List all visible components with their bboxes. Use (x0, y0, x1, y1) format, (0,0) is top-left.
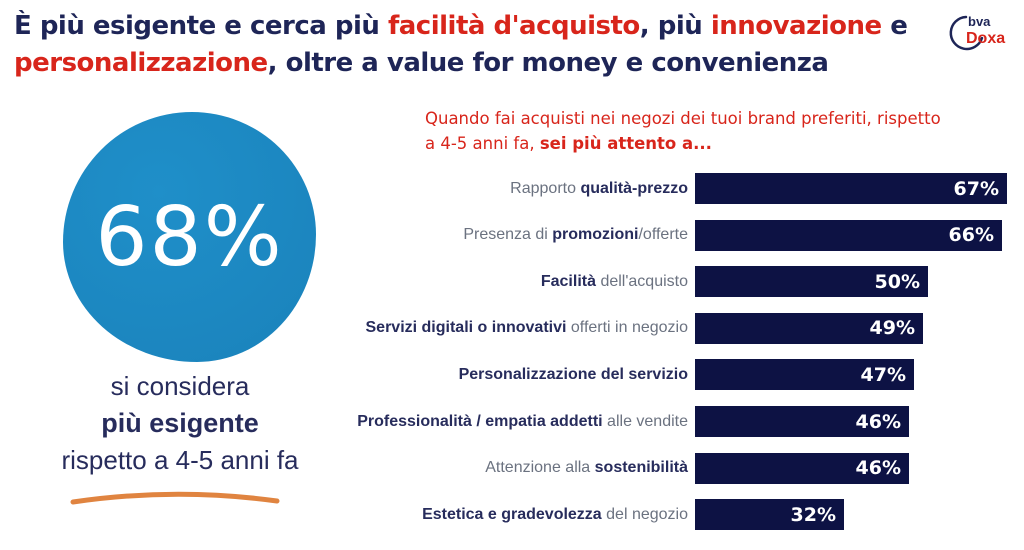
text-segment: Attenzione alla (485, 459, 595, 477)
highlight-percentage: 68% (95, 189, 284, 285)
logo-arc-icon (949, 15, 984, 51)
text-segment: innovazione (710, 11, 882, 41)
bar-category-label: Facilità dell'acquisto (541, 273, 688, 291)
chart-question: Quando fai acquisti nei negozi dei tuoi … (425, 106, 990, 156)
text-segment: Personalizzazione del servizio (458, 365, 688, 383)
bar-value-label: 49% (869, 317, 915, 340)
caption-line: più esigente (101, 408, 259, 438)
caption-line: rispetto a 4-5 anni fa (61, 445, 299, 475)
question-line2-bold: sei più attento a... (539, 134, 712, 153)
title-line: È più esigente e cerca più facilità d'ac… (14, 8, 944, 45)
page-title: È più esigente e cerca più facilità d'ac… (14, 8, 944, 82)
text-segment: Servizi digitali o innovativi (365, 319, 567, 337)
text-segment: sostenibilità (594, 459, 688, 477)
bar: 50% (695, 266, 928, 298)
bar-value-label: 46% (855, 410, 901, 433)
question-line2-regular: a 4-5 anni fa, (425, 134, 540, 153)
bar-value-label: 47% (860, 363, 906, 386)
highlight-caption: si considera più esigente rispetto a 4-5 a… (10, 368, 350, 479)
chart-row: Rapporto qualità-prezzo 67% (330, 173, 1024, 204)
text-segment: , oltre a value for money e convenienza (267, 48, 829, 78)
text-segment: personalizzazione (14, 48, 268, 78)
bar: 49% (695, 312, 923, 344)
text-segment: Professionalità / empatia addetti (357, 412, 603, 430)
text-segment: dell'acquisto (596, 272, 688, 290)
bar-category-label: Estetica e gradevolezza del negozio (422, 506, 688, 524)
bar-chart: Rapporto qualità-prezzo 67% Presenza di pr… (330, 165, 1024, 545)
bar-value-label: 46% (855, 457, 901, 480)
orange-swoosh-underline (70, 491, 280, 505)
text-segment: Rapporto (510, 179, 581, 197)
bar-category-label: Rapporto qualità-prezzo (510, 180, 688, 198)
chart-row: Attenzione alla sostenibilità 46% (330, 452, 1024, 484)
bar: 47% (695, 359, 914, 391)
title-line: personalizzazione, oltre a value for mon… (14, 45, 944, 82)
text-segment: offerti in negozio (566, 319, 688, 337)
bar-category-label: Personalizzazione del servizio (459, 366, 688, 384)
chart-row: Estetica e gradevolezza del negozio 32% (330, 499, 1024, 531)
text-segment: Presenza di (463, 226, 553, 244)
text-segment: promozioni (552, 226, 639, 244)
question-line1: Quando fai acquisti nei negozi dei tuoi … (425, 109, 941, 128)
caption-line: si considera (110, 371, 250, 401)
bar-category-label: Presenza di promozioni/offerte (463, 226, 688, 244)
text-segment: Estetica e gradevolezza (422, 505, 602, 523)
text-segment: e (881, 11, 908, 41)
bar: 32% (695, 499, 844, 531)
bar-category-label: Professionalità / empatia addetti alle v… (357, 413, 688, 431)
chart-row: Professionalità / empatia addetti alle v… (330, 406, 1024, 437)
logo-text-bva: bva (968, 14, 991, 29)
chart-row: Servizi digitali o innovativi offerti in… (330, 312, 1024, 344)
bar-value-label: 50% (874, 270, 920, 293)
chart-row: Presenza di promozioni/offerte 66% (330, 219, 1024, 251)
bva-doxa-logo: bva Doxa (946, 8, 1016, 64)
text-segment: /offerte (638, 226, 688, 244)
bar: 66% (695, 219, 1002, 251)
bar: 46% (695, 452, 909, 484)
text-segment: alle vendite (602, 412, 688, 430)
bar-value-label: 67% (953, 177, 999, 200)
logo-text-doxa: Doxa (966, 30, 1006, 47)
bar: 67% (695, 173, 1007, 204)
chart-row: Personalizzazione del servizio 47% (330, 359, 1024, 391)
text-segment: del negozio (601, 505, 688, 523)
highlight-circle: 68% (63, 112, 316, 362)
bar-value-label: 66% (948, 224, 994, 247)
chart-row: Facilità dell'acquisto 50% (330, 266, 1024, 298)
text-segment: Facilità (540, 272, 596, 290)
text-segment: È più esigente e cerca più (14, 11, 388, 41)
bar-category-label: Attenzione alla sostenibilità (485, 459, 688, 477)
bar-category-label: Servizi digitali o innovativi offerti in… (366, 319, 689, 337)
bar-value-label: 32% (790, 503, 836, 526)
text-segment: , più (639, 11, 711, 41)
text-segment: facilità d'acquisto (387, 11, 640, 41)
bar: 46% (695, 406, 909, 437)
text-segment: qualità-prezzo (580, 179, 688, 197)
